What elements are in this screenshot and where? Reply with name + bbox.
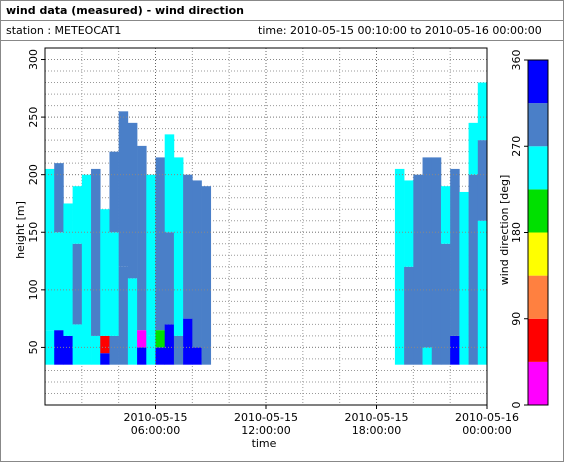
cell	[468, 174, 479, 365]
y-axis-title: height [m]	[14, 201, 27, 259]
colorbar-tick-label: 0	[510, 402, 523, 409]
cell	[146, 335, 156, 365]
cell	[137, 330, 147, 348]
colorbar-tick-label: 270	[510, 136, 523, 157]
x-tick-label: 2010-05-15 18:00:00	[345, 411, 409, 437]
cell	[118, 111, 129, 267]
cell	[201, 186, 212, 365]
cell	[404, 180, 414, 267]
cell	[459, 191, 469, 365]
cell	[431, 157, 442, 365]
colorbar-step	[528, 103, 548, 147]
y-tick-label: 300	[27, 49, 40, 70]
cell	[422, 347, 433, 365]
cell	[173, 157, 184, 336]
colorbar-tick-label: 180	[510, 222, 523, 243]
cell	[450, 335, 460, 365]
time-range: time: 2010-05-15 00:10:00 to 2010-05-16 …	[258, 24, 542, 37]
title: wind data (measured) - wind direction	[6, 4, 244, 17]
y-tick-label: 200	[27, 164, 40, 185]
cell	[127, 278, 138, 365]
cell	[440, 186, 451, 244]
station: station : METEOCAT1	[6, 24, 121, 37]
cell	[155, 157, 166, 331]
cell	[394, 168, 405, 365]
colorbar-step	[528, 318, 548, 362]
x-tick-label: 2010-05-15 06:00:00	[124, 411, 188, 437]
colorbar-step	[528, 146, 548, 190]
cell	[404, 266, 414, 365]
cell	[183, 318, 193, 365]
cell	[54, 330, 64, 365]
cell	[72, 186, 83, 244]
cell	[109, 151, 119, 233]
cell	[63, 203, 73, 336]
cell	[45, 330, 55, 365]
colorbar-title: wind direction [deg]	[498, 175, 511, 286]
cell	[164, 232, 175, 325]
cell	[81, 174, 92, 365]
cell	[54, 232, 64, 331]
cell	[137, 145, 147, 331]
y-tick-label: 100	[27, 279, 40, 300]
cell	[100, 209, 110, 336]
colorbar-tick-label: 90	[510, 312, 523, 326]
x-tick-label: 2010-05-15 12:00:00	[234, 411, 298, 437]
cell	[137, 347, 147, 365]
cell	[192, 180, 202, 348]
cell	[477, 82, 488, 141]
y-tick-label: 250	[27, 107, 40, 128]
colorbar-step	[528, 60, 548, 104]
cell	[72, 243, 83, 325]
cell	[422, 157, 433, 348]
cell	[164, 324, 175, 365]
x-axis-title: time	[252, 437, 277, 450]
cell	[91, 335, 101, 365]
cell	[440, 243, 451, 365]
cell	[54, 163, 64, 233]
colorbar-step	[528, 189, 548, 233]
cell	[155, 347, 166, 365]
cell	[477, 140, 488, 221]
colorbar-step	[528, 275, 548, 319]
cell	[109, 335, 119, 365]
cell	[173, 335, 184, 365]
cell	[192, 347, 202, 365]
y-tick-label: 150	[27, 222, 40, 243]
cell	[109, 232, 119, 336]
cell	[183, 174, 193, 319]
cell	[477, 220, 488, 365]
cell	[118, 266, 129, 365]
cell	[155, 330, 166, 348]
cell	[45, 168, 55, 331]
cell	[450, 168, 460, 336]
y-tick-label: 50	[27, 340, 40, 354]
cell	[146, 174, 156, 336]
cell	[164, 134, 175, 233]
colorbar-step	[528, 232, 548, 276]
cell	[100, 335, 110, 354]
cell	[468, 122, 479, 175]
colorbar-tick-label: 360	[510, 50, 523, 71]
cell	[72, 324, 83, 365]
cell	[91, 168, 101, 336]
colorbar-step	[528, 361, 548, 405]
cell	[63, 335, 73, 365]
cell	[100, 353, 110, 365]
plot-frame	[44, 47, 488, 406]
cell	[413, 174, 423, 365]
cell	[127, 122, 138, 279]
x-tick-label: 2010-05-16 00:00:00	[455, 411, 519, 437]
